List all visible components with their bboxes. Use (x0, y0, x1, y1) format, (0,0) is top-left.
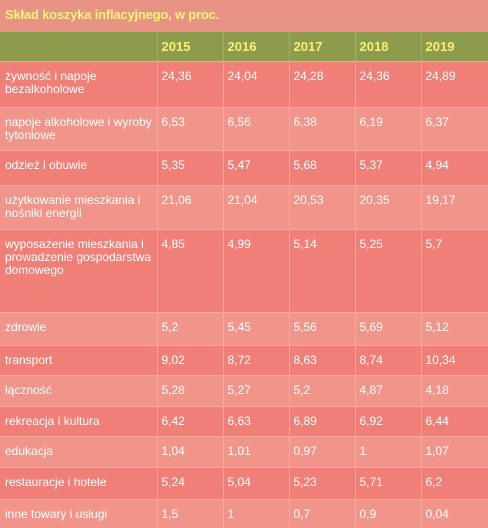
cell-value: 5,24 (157, 467, 224, 500)
cell-value: 1,04 (157, 436, 224, 468)
cell-value: 0,04 (421, 499, 488, 528)
cell-value: 5,7 (421, 229, 488, 313)
row-label: odzież i obuwie (0, 150, 158, 186)
row-label: łączność (0, 375, 158, 407)
cell-value: 5,25 (355, 229, 422, 313)
cell-value: 4,18 (421, 375, 488, 407)
cell-value: 24,36 (157, 61, 224, 108)
cell-value: 5,14 (289, 229, 356, 313)
cell-value: 5,37 (355, 150, 422, 186)
table-body: żywność i napoje bezalkoholowe 24,36 24,04… (0, 61, 488, 528)
table-row: łączność 5,28 5,27 5,2 4,87 4,18 (0, 375, 488, 407)
cell-value: 5,2 (289, 375, 356, 407)
cell-value: 19,17 (421, 185, 488, 230)
cell-value: 21,06 (157, 185, 224, 230)
cell-value: 6,2 (421, 467, 488, 500)
cell-value: 6,42 (157, 406, 224, 437)
cell-value: 24,04 (223, 61, 290, 108)
table-row: edukacja 1,04 1,01 0,97 1 1,07 (0, 436, 488, 468)
cell-value: 5,28 (157, 375, 224, 407)
cell-value: 8,74 (355, 345, 422, 376)
header-corner (0, 32, 158, 62)
cell-value: 6,19 (355, 107, 422, 151)
header-year: 2018 (355, 32, 422, 62)
table-row: odzież i obuwie 5,35 5,47 5,68 5,37 4,94 (0, 150, 488, 186)
cell-value: 5,71 (355, 467, 422, 500)
cell-value: 9,02 (157, 345, 224, 376)
cell-value: 21,04 (223, 185, 290, 230)
cell-value: 5,23 (289, 467, 356, 500)
cell-value: 0,9 (355, 499, 422, 528)
cell-value: 1 (355, 436, 422, 468)
table-row: inne towary i usługi 1,5 1 0,7 0,9 0,04 (0, 499, 488, 528)
table-row: żywność i napoje bezalkoholowe 24,36 24,04… (0, 61, 488, 108)
cell-value: 4,94 (421, 150, 488, 186)
row-label: wyposażenie mieszkania i prowadzenie gos… (0, 229, 158, 313)
header-year: 2016 (223, 32, 290, 62)
cell-value: 6,37 (421, 107, 488, 151)
table-row: restauracje i hotele 5,24 5,04 5,23 5,71 6,2 (0, 467, 488, 500)
row-label: edukacja (0, 436, 158, 468)
cell-value: 20,53 (289, 185, 356, 230)
table-row: użytkowanie mieszkania i nośniki energii… (0, 185, 488, 230)
cell-value: 8,63 (289, 345, 356, 376)
cell-value: 5,45 (223, 312, 290, 346)
cell-value: 5,56 (289, 312, 356, 346)
cell-value: 24,36 (355, 61, 422, 108)
data-table: 2015 2016 2017 2018 2019 żywność i napoj… (0, 32, 488, 528)
row-label: użytkowanie mieszkania i nośniki energii (0, 185, 158, 230)
cell-value: 24,28 (289, 61, 356, 108)
row-label: inne towary i usługi (0, 499, 158, 528)
cell-value: 4,99 (223, 229, 290, 313)
table-row: rekreacja i kultura 6,42 6,63 6,89 6,92 6,44 (0, 406, 488, 437)
header-row: 2015 2016 2017 2018 2019 (0, 32, 488, 62)
cell-value: 6,89 (289, 406, 356, 437)
table-row: wyposażenie mieszkania i prowadzenie gos… (0, 229, 488, 313)
row-label: transport (0, 345, 158, 376)
cell-value: 0,97 (289, 436, 356, 468)
header-year: 2019 (421, 32, 488, 62)
cell-value: 1 (223, 499, 290, 528)
cell-value: 5,35 (157, 150, 224, 186)
cell-value: 0,7 (289, 499, 356, 528)
cell-value: 6,53 (157, 107, 224, 151)
cell-value: 24,89 (421, 61, 488, 108)
cell-value: 5,69 (355, 312, 422, 346)
header-year: 2017 (289, 32, 356, 62)
cell-value: 5,27 (223, 375, 290, 407)
cell-value: 5,68 (289, 150, 356, 186)
cell-value: 4,85 (157, 229, 224, 313)
table-row: napoje alkoholowe i wyroby tytoniowe 6,53… (0, 107, 488, 151)
cell-value: 1,01 (223, 436, 290, 468)
table-title: Skład koszyka inflacyjnego, w proc. (0, 0, 488, 32)
cell-value: 5,12 (421, 312, 488, 346)
cell-value: 1,07 (421, 436, 488, 468)
cell-value: 1,5 (157, 499, 224, 528)
cell-value: 10,34 (421, 345, 488, 376)
cell-value: 6,63 (223, 406, 290, 437)
row-label: rekreacja i kultura (0, 406, 158, 437)
row-label: napoje alkoholowe i wyroby tytoniowe (0, 107, 158, 151)
header-year: 2015 (157, 32, 224, 62)
table-row: transport 9,02 8,72 8,63 8,74 10,34 (0, 345, 488, 376)
row-label: zdrowie (0, 312, 158, 346)
cell-value: 8,72 (223, 345, 290, 376)
cell-value: 6,38 (289, 107, 356, 151)
cell-value: 4,87 (355, 375, 422, 407)
cell-value: 6,44 (421, 406, 488, 437)
cell-value: 6,92 (355, 406, 422, 437)
table-row: zdrowie 5,2 5,45 5,56 5,69 5,12 (0, 312, 488, 346)
cell-value: 5,2 (157, 312, 224, 346)
cell-value: 6,56 (223, 107, 290, 151)
cell-value: 5,04 (223, 467, 290, 500)
row-label: żywność i napoje bezalkoholowe (0, 61, 158, 108)
cell-value: 5,47 (223, 150, 290, 186)
row-label: restauracje i hotele (0, 467, 158, 500)
cell-value: 20,35 (355, 185, 422, 230)
